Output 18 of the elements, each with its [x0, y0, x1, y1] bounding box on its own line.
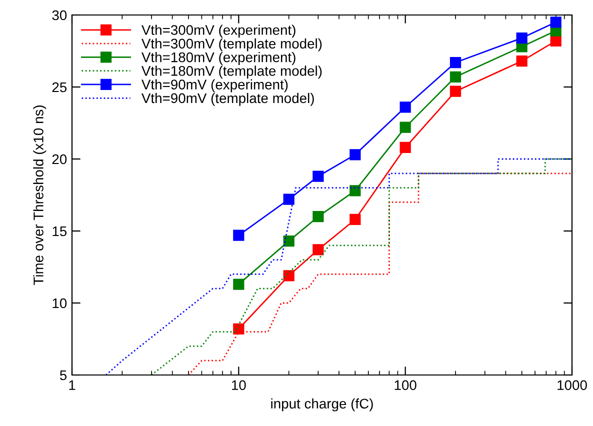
y-tick-label: 25 — [52, 82, 67, 92]
legend-label: Vth=180mV (template model) — [142, 66, 322, 79]
y-tick-label: 15 — [52, 226, 67, 236]
x-axis-title: input charge (fC) — [271, 398, 373, 412]
x-tick-label: 100 — [394, 380, 416, 390]
x-tick-label: 10 — [232, 380, 246, 390]
legend-label: Vth=300mV (template model) — [142, 38, 322, 52]
y-tick-label: 5 — [60, 370, 67, 380]
y-tick-label: 10 — [52, 298, 67, 308]
y-axis-title: Time over Threshold (x10 ns) — [33, 106, 46, 285]
x-tick-label: 1000 — [558, 380, 587, 390]
x-tick-label: 1 — [69, 380, 76, 390]
legend-label: Vth=300mV (experiment) — [142, 24, 296, 38]
y-tick-label: 30 — [52, 10, 67, 20]
legend-label: Vth=180mV (experiment) — [142, 52, 296, 65]
legend-label: Vth=90mV (experiment) — [142, 79, 288, 92]
legend-label: Vth=90mV (template model) — [142, 92, 314, 106]
y-tick-label: 20 — [52, 154, 67, 164]
